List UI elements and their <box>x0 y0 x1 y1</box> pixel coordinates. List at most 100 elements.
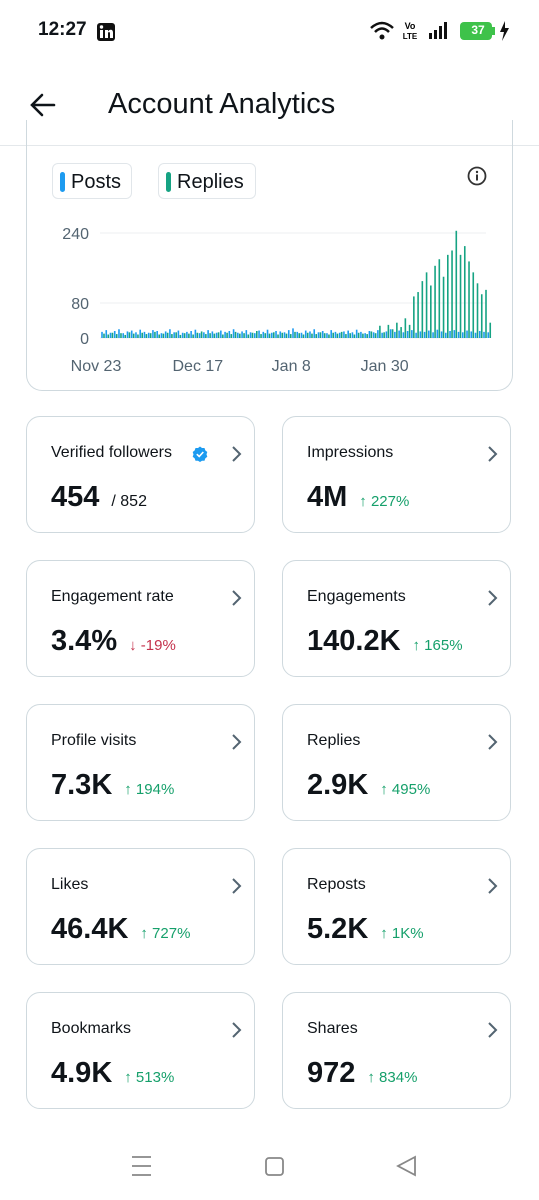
bar <box>230 334 233 338</box>
bar <box>428 330 430 338</box>
bar <box>411 330 413 338</box>
chevron <box>488 446 498 462</box>
bar <box>381 332 383 338</box>
bar <box>164 331 167 338</box>
bar <box>362 333 364 338</box>
bar <box>483 331 485 338</box>
stat-card[interactable]: Reposts 5.2K ↑ 1K% <box>282 848 511 965</box>
legend-swatch <box>60 172 65 192</box>
legend-label: Replies <box>177 171 244 193</box>
bar <box>459 254 462 338</box>
bar <box>103 333 105 338</box>
bar <box>128 332 131 338</box>
bar <box>385 331 388 338</box>
bar <box>190 330 192 338</box>
stat-number: 4.9K <box>51 1057 113 1089</box>
y-tick-label: 0 <box>80 331 89 348</box>
bar <box>196 332 199 338</box>
bar <box>419 331 422 338</box>
bar <box>391 329 394 338</box>
chevron <box>232 446 242 462</box>
stat-card[interactable]: Impressions 4M ↑ 227% <box>282 416 511 533</box>
back-nav-button[interactable] <box>396 1155 416 1177</box>
bar <box>135 332 137 338</box>
stat-card[interactable]: Replies 2.9K ↑ 495% <box>282 704 511 821</box>
stat-label: Reposts <box>307 876 366 893</box>
stat-card[interactable]: Engagement rate 3.4% ↓ -19% <box>26 560 255 677</box>
chart-card <box>26 120 513 391</box>
bar <box>383 332 385 338</box>
bar <box>124 334 127 338</box>
bar <box>226 332 228 338</box>
bar <box>177 330 180 338</box>
stat-number: 3.4% <box>51 625 118 657</box>
bar <box>340 331 343 338</box>
bar <box>440 331 443 338</box>
stat-value: 140.2K ↑ 165% <box>307 625 463 658</box>
info-icon[interactable] <box>466 165 488 187</box>
bar <box>243 333 245 338</box>
bar <box>470 331 473 338</box>
bar <box>118 329 120 338</box>
stat-card[interactable]: Profile visits 7.3K ↑ 194% <box>26 704 255 821</box>
bar <box>173 332 175 338</box>
bar <box>258 330 260 338</box>
bar <box>311 333 313 338</box>
stat-number: 46.4K <box>51 913 129 945</box>
bar <box>207 330 209 338</box>
bar <box>203 332 205 338</box>
bar <box>432 332 434 338</box>
stat-value: 46.4K ↑ 727% <box>51 913 190 946</box>
bar <box>313 329 316 338</box>
bar <box>192 334 194 338</box>
bar <box>315 334 318 338</box>
bar <box>268 333 271 338</box>
menu-button[interactable] <box>132 1156 151 1176</box>
bar <box>115 334 118 338</box>
bar <box>417 292 419 338</box>
bar <box>442 276 445 338</box>
bar <box>485 289 487 338</box>
bar <box>215 332 218 338</box>
bar <box>364 333 366 338</box>
stat-change: ↑ 495% <box>380 781 431 798</box>
back-button[interactable] <box>28 90 58 120</box>
stat-change: ↑ 834% <box>367 1069 418 1086</box>
bar <box>323 333 326 338</box>
bar <box>145 334 148 338</box>
bar <box>296 331 299 338</box>
bar <box>205 334 207 338</box>
bar <box>480 294 483 338</box>
stat-value: 454 / 852 <box>51 481 147 514</box>
stat-number: 454 <box>51 481 100 513</box>
stat-card[interactable]: Engagements 140.2K ↑ 165% <box>282 560 511 677</box>
bar <box>408 324 411 338</box>
bar <box>326 333 328 338</box>
stat-value: 5.2K ↑ 1K% <box>307 913 424 946</box>
bar <box>158 334 160 338</box>
stat-card[interactable]: Verified followers 454 / 852 <box>26 416 255 533</box>
stat-card[interactable]: Likes 46.4K ↑ 727% <box>26 848 255 965</box>
bar <box>166 332 169 338</box>
bar <box>220 330 222 338</box>
bar <box>264 333 267 338</box>
legend-chip[interactable]: Posts <box>52 163 132 199</box>
stat-number: 4M <box>307 481 348 513</box>
bar <box>438 259 441 338</box>
legend-label: Posts <box>71 171 122 193</box>
bar <box>406 330 409 338</box>
home-button[interactable] <box>265 1157 284 1176</box>
legend-chip[interactable]: Replies <box>158 163 256 199</box>
stat-number: 140.2K <box>307 625 401 657</box>
bar <box>328 334 330 338</box>
bar <box>222 334 224 338</box>
bar <box>105 330 108 338</box>
stat-card[interactable]: Bookmarks 4.9K ↑ 513% <box>26 992 255 1109</box>
stat-label: Engagements <box>307 588 406 605</box>
bar <box>347 330 349 338</box>
stat-value: 4.9K ↑ 513% <box>51 1057 174 1090</box>
chevron <box>232 590 242 606</box>
stat-card[interactable]: Shares 972 ↑ 834% <box>282 992 511 1109</box>
